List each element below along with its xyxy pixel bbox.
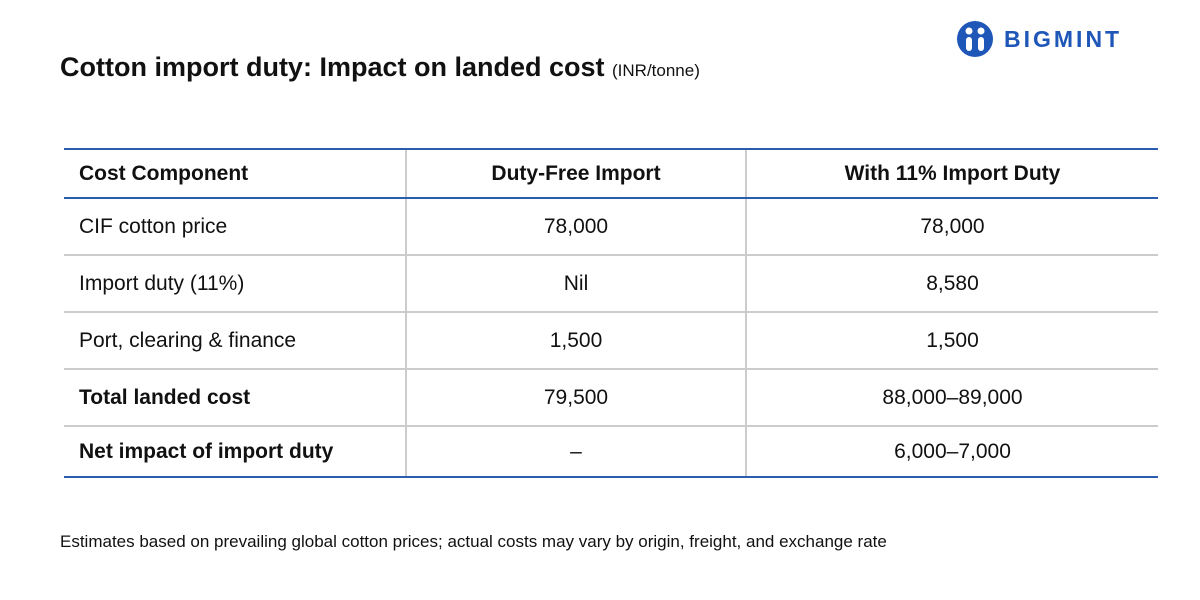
cost-table: Cost Component Duty-Free Import With 11% I… bbox=[64, 148, 1158, 478]
table-row: Import duty (11%) Nil 8,580 bbox=[64, 255, 1158, 313]
cell: 8,580 bbox=[745, 255, 1158, 313]
cell: Nil bbox=[405, 255, 746, 313]
cell: 6,000–7,000 bbox=[745, 426, 1158, 478]
cell: 1,500 bbox=[405, 312, 746, 370]
table-body: CIF cotton price 78,000 78,000 Import duty … bbox=[64, 198, 1158, 478]
title-text: Cotton import duty: Impact on landed cos… bbox=[60, 52, 605, 82]
title: Cotton import duty: Impact on landed cos… bbox=[60, 52, 700, 83]
table-row: Port, clearing & finance 1,500 1,500 bbox=[64, 312, 1158, 370]
cell: – bbox=[405, 426, 746, 478]
table-head: Cost Component Duty-Free Import With 11% I… bbox=[64, 148, 1158, 199]
logo-icon bbox=[957, 21, 993, 57]
cell: 88,000–89,000 bbox=[745, 369, 1158, 427]
unit: (INR/tonne) bbox=[612, 61, 700, 80]
column-header: Cost Component bbox=[64, 148, 406, 199]
row-label: Net impact of import duty bbox=[64, 426, 406, 478]
table-row: CIF cotton price 78,000 78,000 bbox=[64, 198, 1158, 256]
cell: 1,500 bbox=[745, 312, 1158, 370]
row-label: Import duty (11%) bbox=[64, 255, 406, 313]
logo-text: BIGMINT bbox=[1004, 25, 1123, 52]
row-label: Total landed cost bbox=[64, 369, 406, 427]
header-row: Cost Component Duty-Free Import With 11% I… bbox=[64, 148, 1158, 199]
table-row: Net impact of import duty –6,000–7,000 bbox=[64, 426, 1158, 478]
column-header: With 11% Import Duty bbox=[745, 148, 1158, 199]
table-row: Total landed cost 79,500 88,000–89,000 bbox=[64, 369, 1158, 427]
logo: BIGMINT bbox=[956, 20, 1122, 58]
row-label: CIF cotton price bbox=[64, 198, 406, 256]
cell: 78,000 bbox=[405, 198, 746, 256]
cell: 79,500 bbox=[405, 369, 746, 427]
footnote: Estimates based on prevailing global cot… bbox=[60, 532, 887, 551]
cell: 78,000 bbox=[745, 198, 1158, 256]
column-header: Duty-Free Import bbox=[405, 148, 746, 199]
row-label: Port, clearing & finance bbox=[64, 312, 406, 370]
